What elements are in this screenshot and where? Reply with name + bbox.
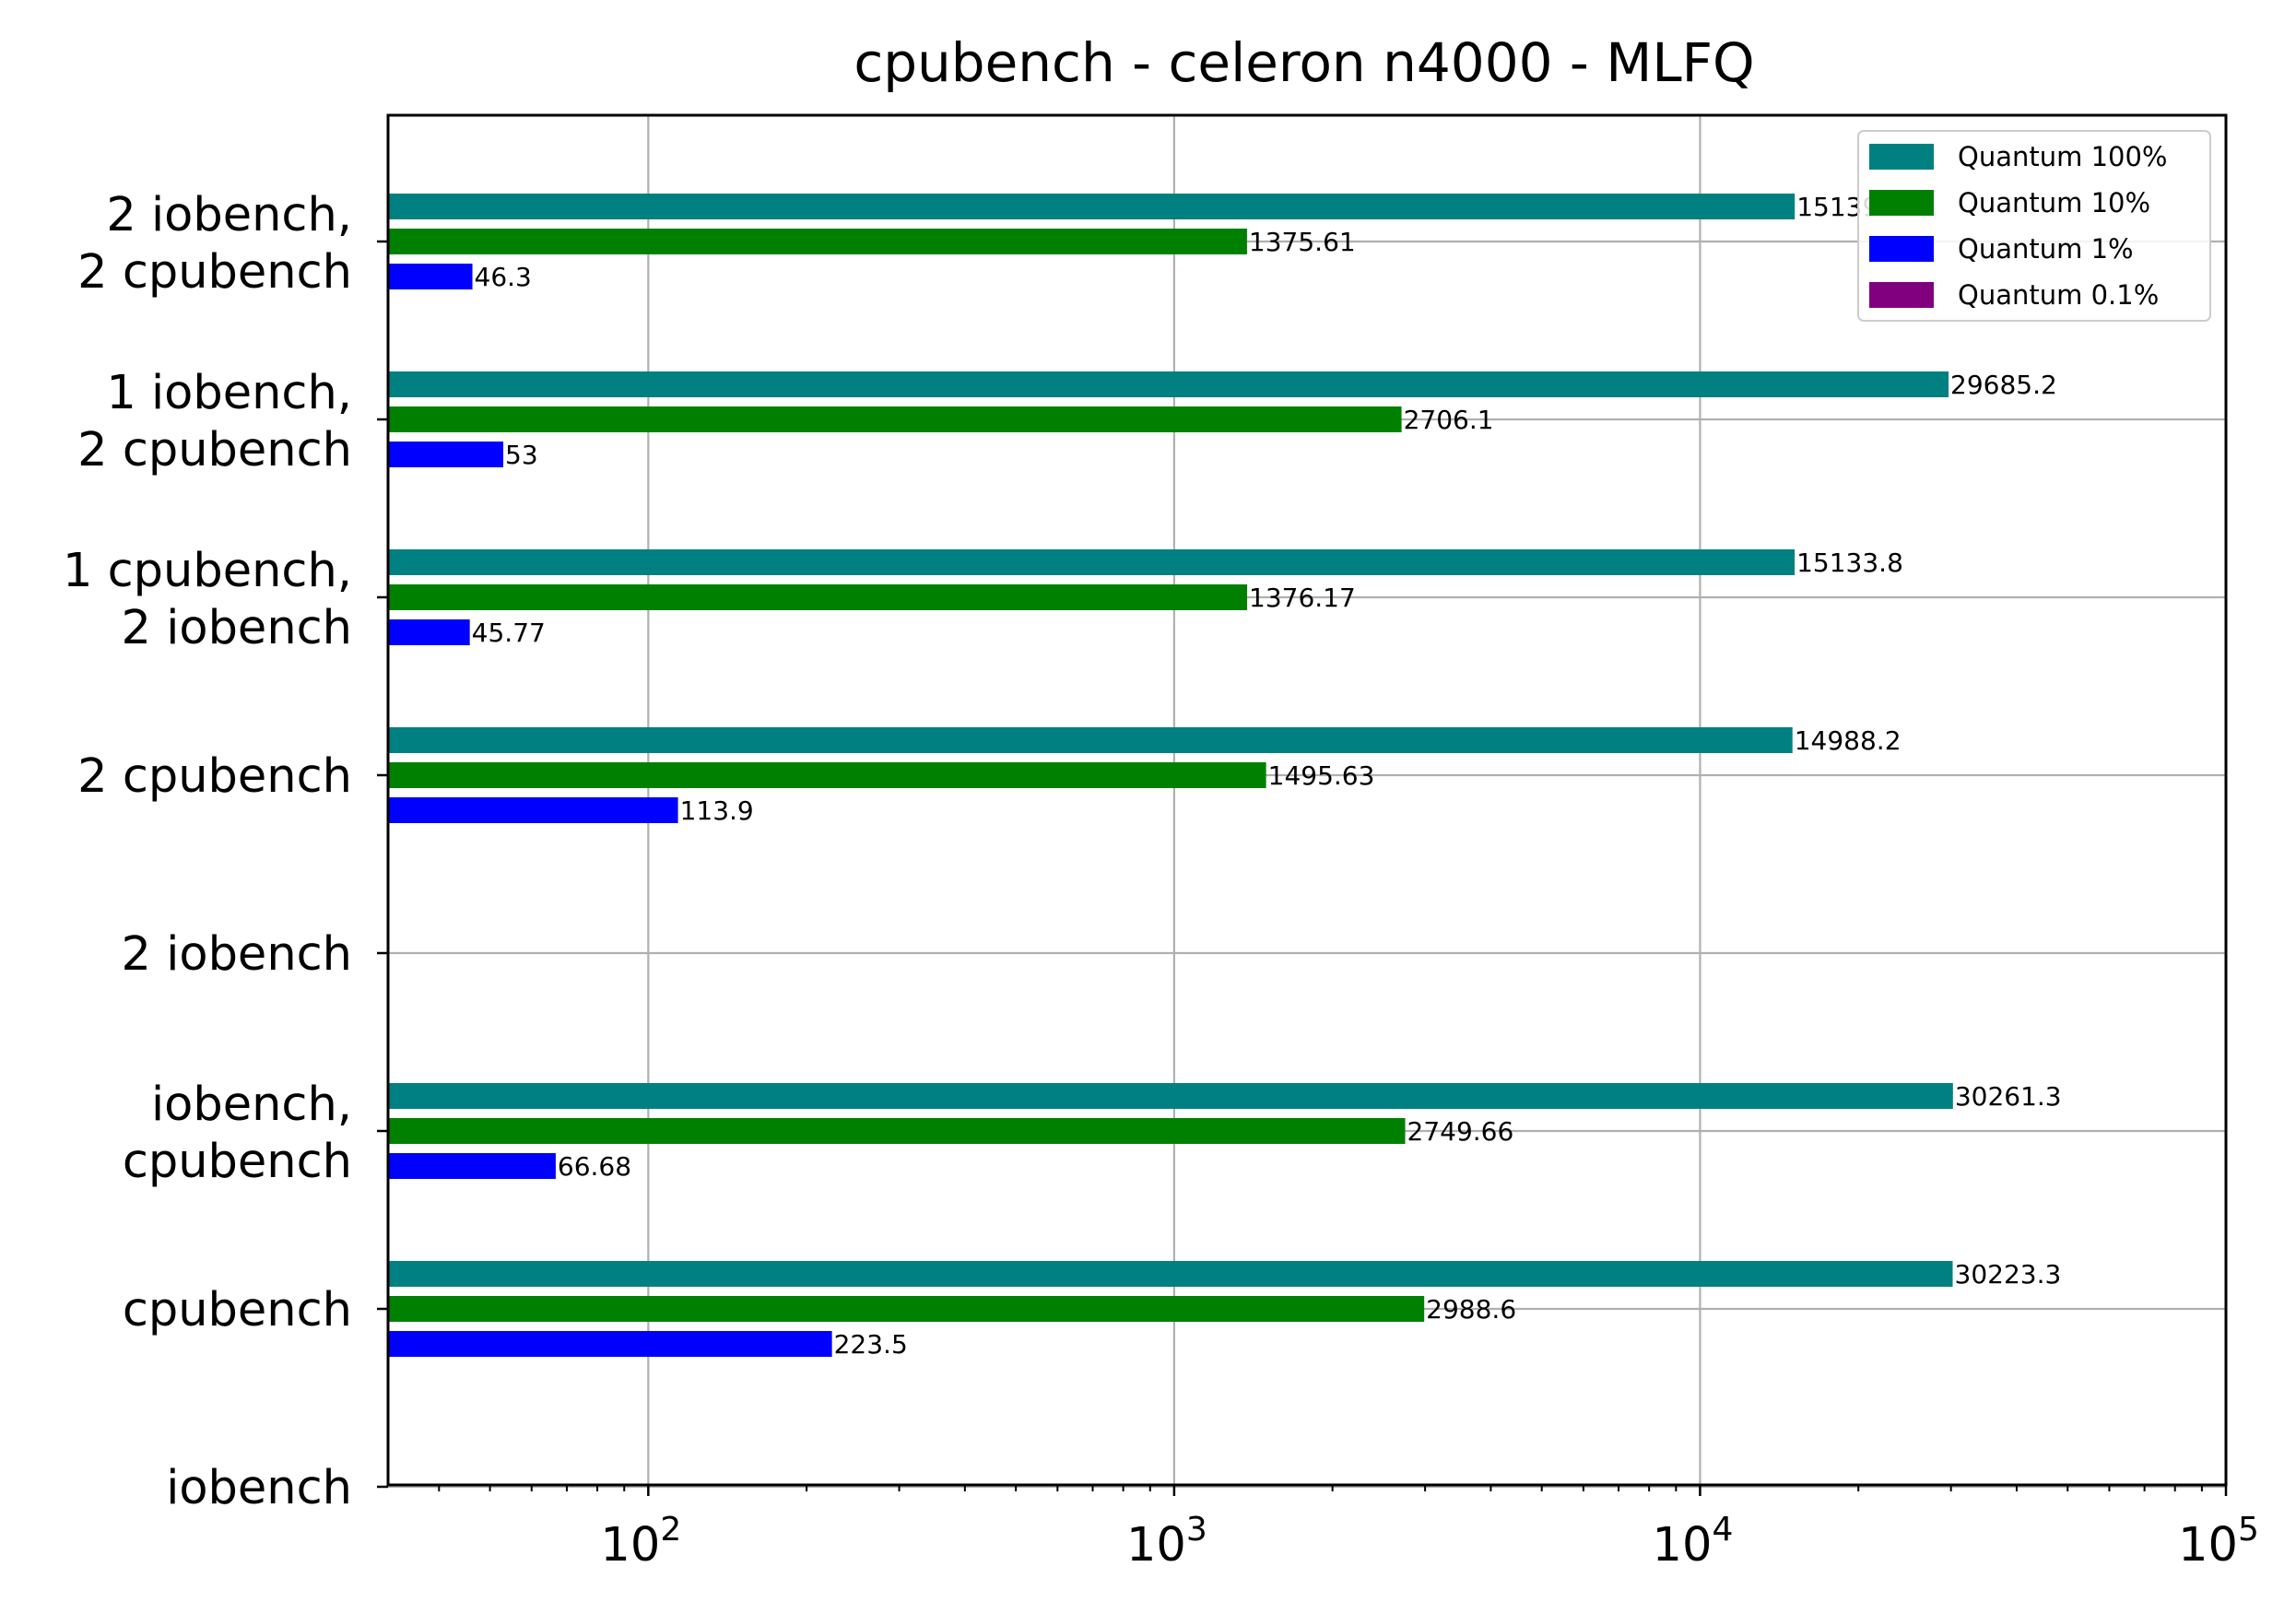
- y-tick-label: 2 iobench,: [106, 188, 352, 242]
- y-tick-label: 2 iobench: [122, 601, 352, 655]
- data-label: 15133.8: [1796, 548, 1903, 578]
- y-tick-label: 2 cpubench: [77, 245, 352, 300]
- bar: [388, 442, 504, 467]
- y-tick-label: 2 iobench: [122, 927, 352, 982]
- legend-label: Quantum 1%: [1958, 233, 2134, 265]
- data-label: 113.9: [680, 795, 754, 826]
- bar: [388, 1261, 1953, 1287]
- data-label: 45.77: [472, 618, 546, 648]
- bar: [388, 1296, 1425, 1322]
- bar: [388, 1153, 556, 1179]
- bar: [388, 549, 1796, 575]
- data-label: 223.5: [834, 1329, 908, 1360]
- legend-label: Quantum 10%: [1958, 187, 2150, 218]
- y-tick-label: iobench: [166, 1461, 352, 1515]
- x-tick-label: 105: [2178, 1511, 2259, 1573]
- data-label: 30223.3: [1955, 1259, 2062, 1290]
- bar: [388, 406, 1402, 432]
- x-tick-label: 104: [1653, 1511, 1734, 1573]
- data-label: 2749.66: [1407, 1116, 1514, 1147]
- bar: [388, 371, 1949, 397]
- data-label: 66.68: [558, 1151, 631, 1182]
- chart-title: cpubench - celeron n4000 - MLFQ: [854, 31, 1754, 94]
- bars: [388, 194, 1953, 1357]
- data-label: 2706.1: [1404, 405, 1494, 435]
- x-tick-label: 103: [1126, 1511, 1207, 1573]
- bar: [388, 1118, 1406, 1144]
- data-label: 46.3: [475, 262, 532, 292]
- data-label: 29685.2: [1950, 370, 2057, 400]
- bar: [388, 797, 678, 823]
- x-tick-label: 102: [600, 1511, 681, 1573]
- bar: [388, 762, 1266, 788]
- data-label: 1376.17: [1249, 583, 1356, 613]
- legend-swatch: [1869, 282, 1934, 308]
- y-tick-label: 1 cpubench,: [63, 544, 352, 598]
- bar: [388, 264, 473, 289]
- y-tick-label: 1 iobench,: [106, 366, 352, 420]
- bar: [388, 584, 1248, 610]
- bar: [388, 1331, 832, 1357]
- bar: [388, 194, 1796, 219]
- data-label: 53: [505, 440, 538, 470]
- y-tick-label: cpubench: [123, 1135, 352, 1189]
- legend-label: Quantum 100%: [1958, 141, 2167, 172]
- legend: Quantum 100% Quantum 10% Quantum 1% Quantum…: [1857, 130, 2211, 322]
- bar: [388, 229, 1247, 254]
- legend-swatch: [1869, 190, 1934, 216]
- x-axis: 102 103 104 105: [600, 1511, 2258, 1573]
- plot-frame: [386, 113, 2228, 1487]
- data-label: 14988.2: [1795, 725, 1902, 756]
- y-tick-label: 2 cpubench: [77, 749, 352, 804]
- y-tick-label: 2 cpubench: [77, 423, 352, 477]
- bar: [388, 619, 470, 645]
- data-label: 1375.61: [1249, 227, 1356, 257]
- legend-swatch: [1869, 236, 1934, 262]
- data-label: 1495.63: [1268, 760, 1375, 791]
- y-tick-label: iobench,: [151, 1078, 352, 1132]
- data-label: 30261.3: [1955, 1081, 2062, 1112]
- y-tick-label: cpubench: [123, 1283, 352, 1337]
- data-label: 2988.6: [1426, 1294, 1516, 1325]
- legend-box: [1857, 130, 2211, 322]
- bar: [388, 727, 1793, 753]
- legend-label: Quantum 0.1%: [1958, 279, 2159, 311]
- bar: [388, 1083, 1953, 1109]
- legend-swatch: [1869, 144, 1934, 170]
- axis-ticks: [377, 240, 2228, 1496]
- data-labels: 1513929685.215133.814988.230261.330223.3…: [472, 192, 2062, 1360]
